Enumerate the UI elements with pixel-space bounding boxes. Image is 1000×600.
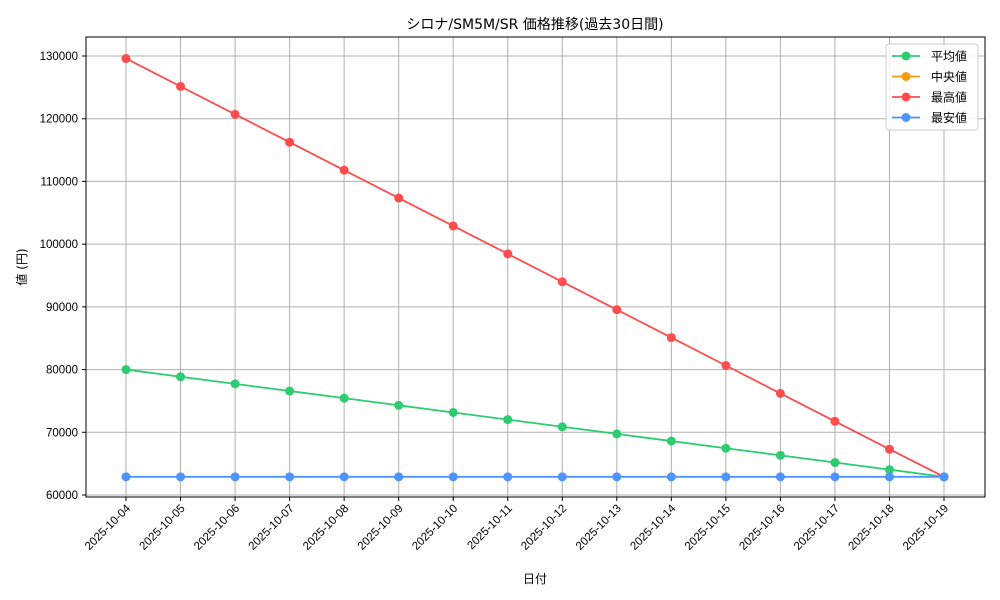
y-tick-label: 130000 <box>40 51 78 63</box>
data-point <box>176 81 186 91</box>
legend-item: 平均値 <box>892 49 967 64</box>
data-point <box>285 472 295 482</box>
legend-marker-icon <box>901 92 911 102</box>
legend-item: 最高値 <box>892 90 967 105</box>
data-point <box>830 416 840 426</box>
data-point <box>775 450 785 460</box>
x-tick-label: 2025-10-05 <box>138 503 188 553</box>
grid-lines <box>86 37 985 497</box>
legend-item: 中央値 <box>892 69 967 84</box>
data-point <box>394 193 404 203</box>
data-point <box>121 54 131 64</box>
data-point <box>230 379 240 389</box>
data-point <box>339 165 349 175</box>
data-point <box>612 305 622 315</box>
series-最高値 <box>121 54 949 482</box>
series-最安値 <box>121 472 949 482</box>
data-point <box>557 422 567 432</box>
x-tick-label: 2025-10-04 <box>83 502 134 553</box>
data-point <box>121 365 131 375</box>
x-tick-label: 2025-10-07 <box>247 503 297 553</box>
data-point <box>939 472 949 482</box>
data-point <box>830 458 840 468</box>
data-point <box>666 472 676 482</box>
legend-label: 中央値 <box>931 69 967 84</box>
y-axis-label: 値 (円) <box>14 248 29 285</box>
data-point <box>666 333 676 343</box>
legend-label: 最高値 <box>931 90 967 105</box>
x-tick-label: 2025-10-18 <box>847 503 897 553</box>
x-tick-label: 2025-10-09 <box>356 503 406 553</box>
data-point <box>884 444 894 454</box>
legend-label: 平均値 <box>931 49 967 64</box>
x-tick-label: 2025-10-15 <box>683 503 733 553</box>
data-point <box>884 472 894 482</box>
legend-label: 最安値 <box>931 110 967 125</box>
x-tick-label: 2025-10-06 <box>192 503 242 553</box>
x-tick-label: 2025-10-17 <box>792 503 842 553</box>
data-point <box>775 472 785 482</box>
data-point <box>285 386 295 396</box>
legend-item: 最安値 <box>892 110 967 125</box>
data-point <box>666 436 676 446</box>
series-平均値 <box>121 365 949 482</box>
y-axis-ticks: 60000 70000 80000 90000 100000 110000 120000 13… <box>40 51 86 502</box>
x-tick-label: 2025-10-13 <box>574 503 624 553</box>
y-tick-label: 60000 <box>46 490 78 502</box>
data-point <box>557 472 567 482</box>
y-tick-label: 120000 <box>40 114 78 126</box>
y-tick-label: 80000 <box>46 365 78 377</box>
data-point <box>448 407 458 417</box>
x-tick-label: 2025-10-10 <box>410 503 460 553</box>
data-point <box>448 472 458 482</box>
chart-title: シロナ/SM5M/SR 価格推移(過去30日間) <box>406 17 663 33</box>
data-point <box>721 443 731 453</box>
x-tick-label: 2025-10-08 <box>301 503 351 553</box>
x-axis-label: 日付 <box>523 572 547 586</box>
data-point <box>721 360 731 370</box>
legend-box <box>885 43 979 131</box>
data-point <box>884 465 894 475</box>
x-tick-label: 2025-10-12 <box>519 503 569 553</box>
data-point <box>503 249 513 259</box>
data-point <box>230 472 240 482</box>
x-tick-label: 2025-10-16 <box>737 503 787 553</box>
data-point <box>448 221 458 231</box>
data-point <box>775 388 785 398</box>
y-tick-label: 70000 <box>46 427 78 439</box>
legend-marker-icon <box>901 51 911 61</box>
data-point <box>176 372 186 382</box>
data-point <box>394 400 404 410</box>
data-point <box>830 472 840 482</box>
y-tick-label: 110000 <box>40 176 78 188</box>
x-axis-ticks: 2025-10-04 2025-10-05 2025-10-06 2025-10-07… <box>83 497 951 553</box>
data-point <box>612 472 622 482</box>
legend-marker-icon <box>901 72 911 81</box>
x-tick-label: 2025-10-11 <box>465 503 514 552</box>
data-point <box>394 472 404 482</box>
data-point <box>721 472 731 482</box>
data-point <box>339 393 349 403</box>
data-point <box>176 472 186 482</box>
data-point <box>285 137 295 147</box>
x-tick-label: 2025-10-14 <box>628 502 679 553</box>
plot-frame <box>85 36 986 498</box>
y-tick-label: 100000 <box>40 239 78 251</box>
data-point <box>503 415 513 425</box>
data-point <box>230 109 240 119</box>
data-point <box>612 429 622 439</box>
y-tick-label: 90000 <box>46 302 78 314</box>
data-point <box>121 472 131 482</box>
data-series <box>121 54 949 482</box>
legend-marker-icon <box>901 113 911 122</box>
data-point <box>339 472 349 482</box>
x-tick-label: 2025-10-19 <box>901 503 951 553</box>
data-point <box>557 277 567 287</box>
data-point <box>503 472 513 482</box>
